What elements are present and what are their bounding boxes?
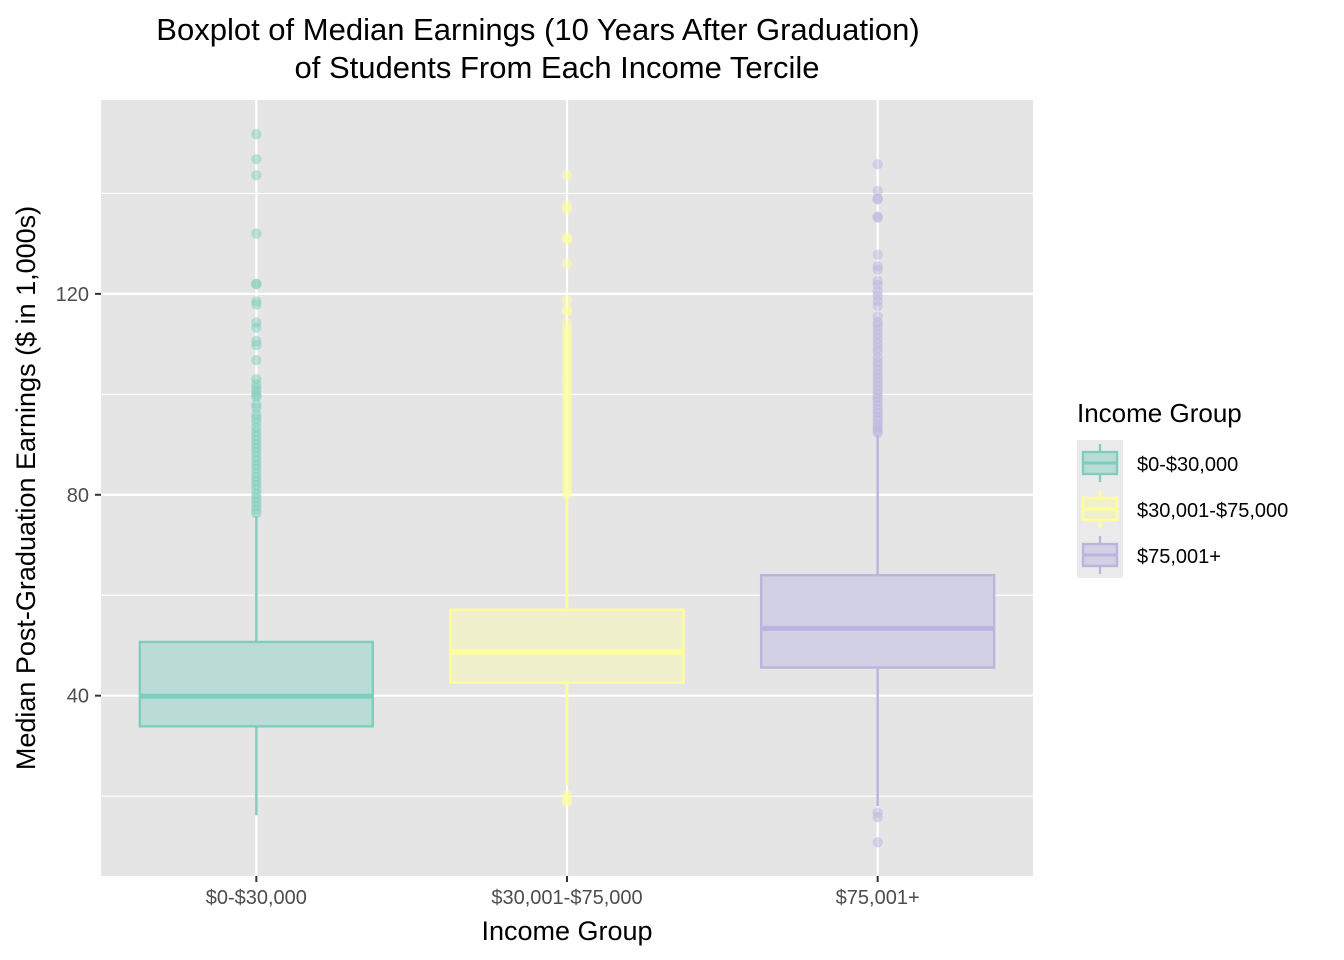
outlier-point	[561, 170, 573, 181]
outlier-point	[251, 354, 262, 366]
outlier-point	[872, 185, 883, 197]
outlier-point	[251, 391, 262, 403]
iqr-box	[138, 640, 375, 728]
outlier-point	[251, 170, 262, 181]
x-axis-ticks: $0-$30,000 $30,001-$75,000 $75,001+	[206, 876, 920, 909]
outlier-point	[561, 204, 573, 215]
outlier-point	[872, 427, 883, 439]
outlier-point	[561, 258, 573, 269]
outlier-point	[251, 339, 262, 351]
outlier-point	[872, 812, 883, 823]
outlier-point	[872, 249, 883, 260]
outlier-point	[251, 279, 262, 290]
legend: Income Group $0-$30,000 $30,001-$75,000 …	[1077, 398, 1288, 578]
legend-keys	[1081, 444, 1119, 574]
box-group	[759, 159, 996, 848]
outlier-point	[251, 299, 262, 310]
outlier-point	[561, 294, 573, 306]
outlier-point	[561, 306, 573, 318]
legend-title: Income Group	[1077, 398, 1242, 428]
outlier-point	[251, 228, 262, 239]
outlier-point	[251, 128, 262, 140]
x-tick-label: $30,001-$75,000	[491, 887, 642, 909]
outlier-point	[872, 212, 883, 223]
outlier-point	[561, 489, 573, 500]
box-group	[449, 170, 685, 808]
outlier-point	[872, 837, 883, 848]
x-tick-label: $75,001+	[836, 887, 920, 909]
iqr-box	[759, 573, 996, 669]
chart-title-line-2: of Students From Each Income Tercile	[295, 50, 820, 85]
legend-label-low-income: $0-$30,000	[1137, 454, 1238, 476]
legend-label-middle-income: $30,001-$75,000	[1137, 500, 1288, 522]
legend-key	[1081, 490, 1119, 528]
legend-key	[1081, 536, 1119, 574]
legend-label-high-income: $75,001+	[1137, 546, 1221, 568]
y-tick-label: 80	[67, 485, 89, 507]
outlier-point	[561, 796, 573, 808]
x-tick-label: $0-$30,000	[206, 887, 307, 909]
outlier-point	[251, 322, 262, 333]
iqr-box	[449, 608, 685, 684]
y-axis-title: Median Post-Graduation Earnings ($ in 1,…	[11, 206, 41, 770]
outlier-point	[872, 159, 883, 170]
outlier-point	[872, 300, 883, 312]
y-tick-label: 120	[56, 284, 89, 306]
outlier-point	[872, 194, 883, 205]
box-group	[138, 128, 375, 816]
y-tick-label: 40	[67, 686, 89, 708]
outlier-point	[872, 264, 883, 275]
chart-title-line-1: Boxplot of Median Earnings (10 Years Aft…	[156, 12, 919, 47]
outlier-point	[251, 154, 262, 165]
outlier-point	[251, 508, 262, 519]
y-axis-ticks: 40 80 120	[56, 284, 101, 708]
legend-key	[1081, 444, 1119, 482]
boxplot-series	[138, 128, 996, 848]
x-axis-title: Income Group	[481, 916, 652, 946]
outlier-point	[561, 234, 573, 245]
